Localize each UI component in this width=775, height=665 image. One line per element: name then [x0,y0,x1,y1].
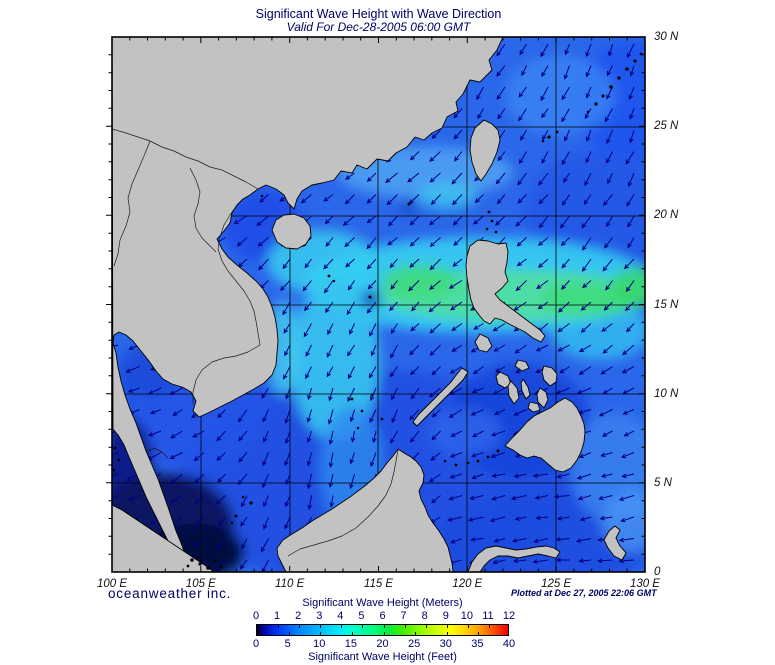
land-mindoro [474,333,493,353]
valid-time-subtitle: Valid For Dec-28-2005 06:00 GMT [286,20,471,34]
lon-tick-label: 130 E [629,578,661,590]
land-borneo [276,448,454,572]
meters-tick-label: 3 [316,610,323,622]
colorbar-feet-tick [478,632,480,635]
colorbar-meter-tick [467,625,469,628]
land-luzon [465,239,546,343]
wave-height-colorbar [256,624,509,636]
land-panay [495,371,512,389]
colorbar-feet-tick [415,632,417,635]
land-mindanao [504,397,586,473]
meters-tick-label: 0 [252,610,260,622]
meters-tick-label: 12 [502,610,516,622]
lon-tick-label: 110 E [275,578,305,590]
lon-tick-label: 100 E [96,578,128,590]
colorbar-meter-tick [299,625,301,628]
feet-tick-label: 5 [284,638,291,650]
degree-tick-marks [106,37,645,572]
feet-tick-label: 25 [408,638,421,650]
meters-tick-label: 8 [421,610,428,622]
feet-tick-label: 30 [439,638,452,650]
lat-tick-label: 0 [654,566,661,578]
oceanweather-logo: oceanweather inc. [108,586,232,601]
colorbar-feet-tick [351,632,353,635]
plotted-timestamp: Plotted at Dec 27, 2005 22:06 GMT [511,588,657,598]
land-palawan [412,367,469,427]
country-borders [112,128,399,557]
lat-tick-label: 10 N [654,387,679,400]
land-negros [507,380,520,405]
feet-tick-label: 15 [344,638,357,650]
meters-tick-label: 5 [358,610,365,622]
lon-tick-label: 105 E [185,578,216,590]
lat-tick-label: 15 N [654,298,679,311]
meters-tick-label: 10 [460,610,473,622]
land-group [112,37,643,572]
colorbar-meter-tick [278,625,280,628]
land-halmahera [603,525,627,561]
colorbar-meter-tick [404,625,406,628]
lon-tick-label: 125 E [541,578,572,590]
land-bohol [527,401,541,413]
lat-tick-label: 25 N [654,120,679,133]
meters-tick-label: 9 [442,610,449,622]
land-samar [541,365,558,387]
legend-feet-label: Significant Wave Height (Feet) [308,651,457,663]
land-sumatra [112,504,215,572]
feet-tick-label: 40 [502,638,516,650]
colorbar-meter-tick [341,625,343,628]
feet-tick-label: 10 [313,638,326,650]
colorbar-meter-tick [362,625,364,628]
feet-tick-label: 0 [252,638,260,650]
meters-tick-label: 2 [295,610,302,622]
lon-tick-label: 115 E [363,578,394,590]
land-sulawesi [467,545,561,572]
feet-tick-label: 35 [471,638,484,650]
land-cebu [520,378,531,400]
lon-tick-label: 120 E [452,578,483,590]
colorbar-meter-tick [383,625,385,628]
meters-tick-label: 7 [400,610,407,622]
land-hainan [271,213,312,250]
colorbar-meter-tick [320,625,322,628]
page-title: Significant Wave Height with Wave Direct… [255,7,502,21]
small-islands [112,52,643,570]
colorbar-feet-tick [383,632,385,635]
colorbar-meter-tick [425,625,427,628]
colorbar-meter-tick [446,625,448,628]
legend-meters-label: Significant Wave Height (Meters) [302,597,463,609]
colorbar-feet-tick [320,632,322,635]
lat-tick-label: 20 N [654,209,679,222]
colorbar-feet-tick [446,632,448,635]
colorbar-feet-tick [288,632,290,635]
colorbar-meter-tick [488,625,490,628]
meters-tick-label: 6 [379,610,386,622]
land-leyte [536,387,549,409]
meters-tick-label: 11 [482,610,494,622]
meters-tick-label: 1 [274,610,281,622]
lat-tick-label: 30 N [654,31,679,43]
meters-tick-label: 4 [337,610,344,622]
land-masbate [514,359,530,372]
feet-tick-label: 20 [376,638,389,650]
land-taiwan [469,119,501,182]
lat-tick-label: 5 N [654,476,672,489]
